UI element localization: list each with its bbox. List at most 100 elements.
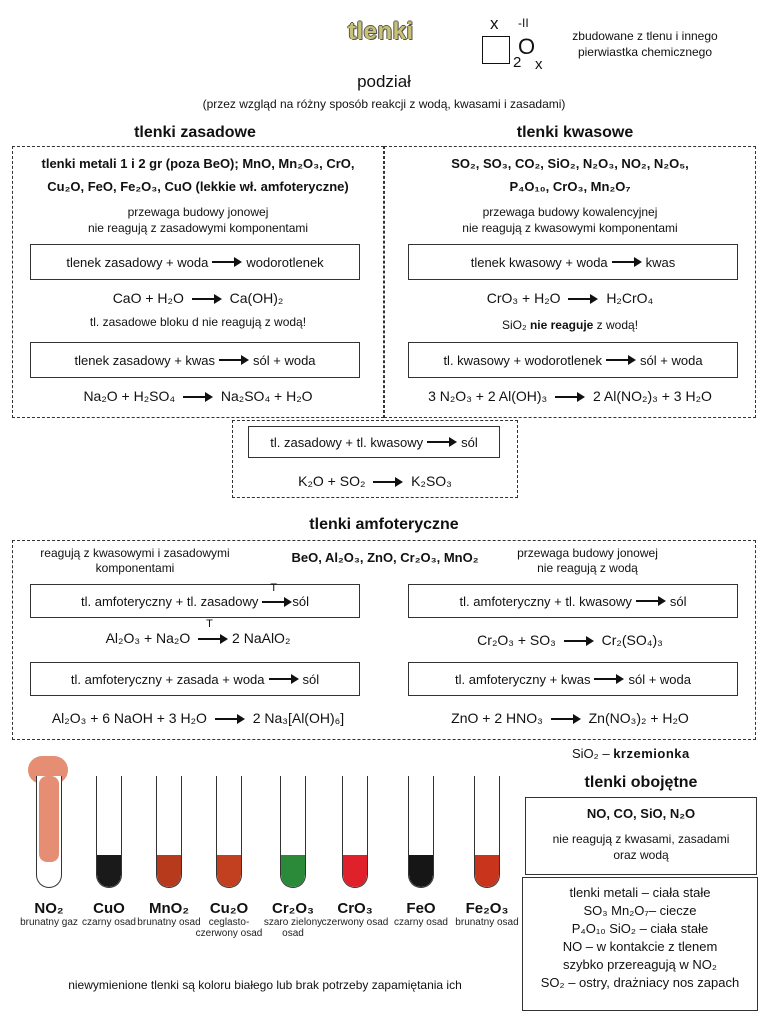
basic-rule-water-product: wodorotlenek	[246, 254, 324, 270]
amphoteric-eq4-left: ZnO + 2 HNO₃	[451, 710, 543, 726]
tube-label: CrO₃ czerwony osad	[320, 900, 390, 928]
arrow-icon	[594, 674, 625, 684]
arrow-icon	[635, 596, 666, 606]
arrow-icon	[214, 714, 245, 725]
page-title: tlenki	[348, 18, 414, 45]
acidic-note-covalent: przewaga budowy kowalencyjnej	[482, 205, 658, 219]
tube-oxide-name: Fe₂O₃	[465, 900, 509, 917]
arrow-icon	[212, 257, 243, 267]
arrow-icon	[373, 477, 404, 488]
tube-label: Cr₂O₃ szaro zielony osad	[258, 900, 328, 939]
tube-oxide-description: brunatny osad	[455, 917, 519, 928]
arrow-icon	[198, 634, 229, 645]
neutral-note1: nie reagują z kwasami, zasadami	[552, 832, 730, 846]
acidic-note-silica-tail: z wodą!	[596, 318, 639, 332]
test-tube	[96, 776, 122, 888]
acidic-eq-base-right: 2 Al(NO₂)₃ + 3 H₂O	[593, 388, 712, 404]
sediment	[97, 855, 121, 887]
basic-eq-water-left: CaO + H₂O	[112, 290, 184, 306]
combined-panel	[232, 420, 518, 498]
oxide-definition: zbudowane z tlenu i innego pierwiastka c…	[572, 29, 718, 59]
basic-rule-water: tlenek zasadowy + woda wodorotlenek	[30, 244, 360, 280]
arrow-icon	[183, 392, 213, 403]
amphoteric-heading: tlenki amfoteryczne	[309, 516, 459, 533]
tube-label: NO₂ brunatny gaz	[14, 900, 84, 928]
acidic-note-silica-emphasis: nie reaguje	[529, 318, 594, 332]
tube-oxide-name: NO₂	[34, 900, 64, 917]
tube-oxide-description: czarny osad	[394, 917, 448, 928]
basic-eq-acid-left: Na₂O + H₂SO₄	[83, 388, 176, 404]
acidic-eq-water: CrO₃ + H₂O H₂CrO₄	[384, 290, 756, 306]
amphoteric-rule4-product: sól + woda	[628, 671, 691, 687]
arrow-icon	[606, 355, 637, 365]
neutral-panel	[525, 797, 757, 875]
tube-oxide-name: MnO₂	[149, 900, 189, 917]
acidic-eq-water-left: CrO₃ + H₂O	[486, 290, 561, 306]
acidic-rule-water-reactants: tlenek kwasowy + woda	[470, 254, 608, 270]
acidic-note-silica: SiO₂ nie reaguje z wodą!	[384, 318, 756, 332]
acidic-rule-base-reactants: tl. kwasowy + wodorotlenek	[443, 352, 603, 368]
formula-x: x	[490, 14, 499, 33]
tube-oxide-name: CuO	[93, 900, 125, 917]
tube-oxide-name: Cr₂O₃	[272, 900, 314, 917]
basic-eq-acid: Na₂O + H₂SO₄ Na₂SO₄ + H₂O	[12, 388, 384, 404]
basic-eq-water: CaO + H₂O Ca(OH)₂	[12, 290, 384, 306]
arrow-icon	[563, 636, 594, 647]
acidic-note-silica-formula: SiO₂	[501, 318, 527, 332]
basic-rule-acid: tlenek zasadowy + kwas sól + woda	[30, 342, 360, 378]
basic-rule-acid-product: sól + woda	[253, 352, 316, 368]
arrow-icon	[219, 355, 250, 365]
amphoteric-rule3-product: sól	[302, 671, 320, 687]
amphoteric-rule-acidic-oxide: tl. amfoteryczny + tl. kwasowy sól	[408, 584, 738, 618]
basic-rule-acid-reactants: tlenek zasadowy + kwas	[74, 352, 216, 368]
basic-note-nonreactive: nie reagują z zasadowymi komponentami	[87, 221, 309, 235]
basic-note-d-block: tl. zasadowe bloku d nie reagują z wodą!	[89, 315, 307, 329]
acidic-rule-water: tlenek kwasowy + woda kwas	[408, 244, 738, 280]
tube-label: FeO czarny osad	[386, 900, 456, 928]
formula-2: 2	[513, 54, 522, 71]
formula-o: O	[518, 34, 536, 59]
acidic-rule-water-product: kwas	[645, 254, 676, 270]
amphoteric-rule3-reactants: tl. amfoteryczny + zasada + woda	[70, 671, 265, 687]
tube-oxide-name: Cu₂O	[209, 900, 249, 917]
test-tube	[408, 776, 434, 888]
combined-eq-left: K₂O + SO₂	[298, 473, 366, 489]
amphoteric-note-ionic: przewaga budowy jonowej	[517, 546, 658, 560]
tube-oxide-description: szaro zielony osad	[263, 917, 323, 939]
acidic-rule-base: tl. kwasowy + wodorotlenek sól + woda	[408, 342, 738, 378]
tube-label: Fe₂O₃ brunatny osad	[452, 900, 522, 928]
acidic-list-line2: P₄O₁₀, CrO₃, Mn₂O₇	[509, 179, 631, 194]
arrow-icon	[262, 597, 293, 608]
state-line: P₄O₁₀ SiO₂ – ciała stałe	[571, 921, 709, 936]
acidic-list-line1: SO₂, SO₃, CO₂, SiO₂, N₂O₃, NO₂, N₂O₅,	[451, 156, 689, 171]
combined-rule-reactants: tl. zasadowy + tl. kwasowy	[270, 434, 424, 450]
acidic-eq-water-right: H₂CrO₄	[606, 290, 654, 306]
footer-note: niewymienione tlenki są koloru białego l…	[68, 978, 462, 992]
acidic-oxides-panel	[384, 146, 756, 418]
basic-oxides-panel	[12, 146, 384, 418]
basic-eq-water-right: Ca(OH)₂	[229, 290, 284, 306]
acidic-rule-base-product: sól + woda	[640, 352, 703, 368]
amphoteric-rule2-product: sól	[669, 593, 687, 609]
division-title: podział	[357, 72, 411, 91]
amphoteric-eq2-left: Cr₂O₃ + SO₃	[477, 632, 556, 648]
tube-oxide-description: czerwony osad	[321, 917, 389, 928]
test-tube	[156, 776, 182, 888]
states-list: tlenki metali – ciała stałe SO₃ Mn₂O₇– c…	[522, 884, 758, 992]
element-box	[482, 36, 510, 64]
sediment	[157, 855, 181, 887]
silica-formula: SiO₂	[572, 746, 599, 761]
test-tube	[342, 776, 368, 888]
tube-oxide-name: CrO₃	[337, 900, 373, 917]
neutral-oxides-heading: tlenki obojętne	[584, 774, 698, 791]
formula-x-sub: x	[535, 56, 543, 73]
silica-note: SiO₂ – krzemionka	[572, 746, 752, 761]
combined-eq-right: K₂SO₃	[411, 473, 452, 489]
silica-dash: –	[598, 746, 614, 761]
sediment	[475, 855, 499, 887]
tube-oxide-description: ceglasto-czerwony osad	[195, 917, 263, 939]
neutral-list: NO, CO, SiO, N₂O	[586, 806, 696, 821]
amphoteric-eq1: Al₂O₃ + Na₂O T 2 NaAlO₂	[12, 618, 384, 646]
arrow-icon	[427, 437, 458, 447]
tube-label: MnO₂ brunatny osad	[134, 900, 204, 928]
